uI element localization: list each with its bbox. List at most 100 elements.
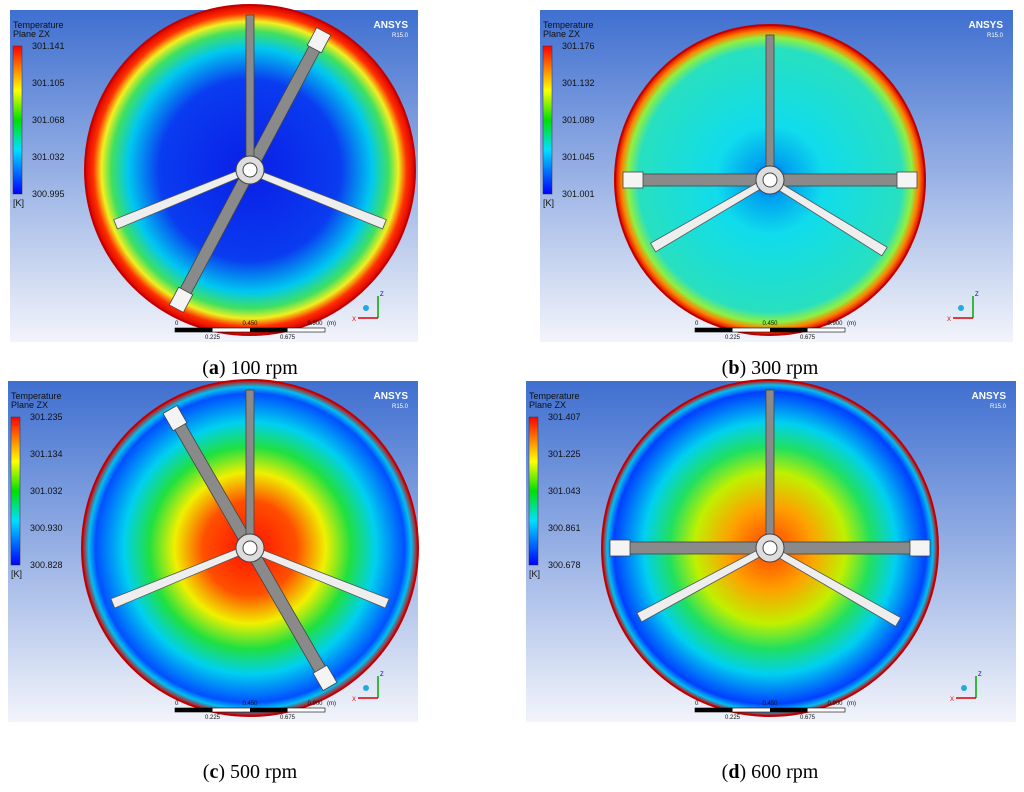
colorbar-label: 301.105 <box>32 78 65 88</box>
colorbar-unit: [K] <box>529 569 540 579</box>
shaft <box>245 389 255 539</box>
colorbar-label: 301.043 <box>548 486 581 496</box>
scale-label: (m) <box>327 321 336 327</box>
legend-plane: Plane ZX <box>543 29 580 39</box>
scale-label: 0.900 <box>827 701 843 707</box>
colorbar-label: 301.032 <box>32 152 65 162</box>
colorbar-label: 301.141 <box>32 41 65 51</box>
scale-bar-fill <box>250 328 288 332</box>
caption-text: ) 600 rpm <box>739 761 818 783</box>
axis-label: Z <box>380 672 384 678</box>
scale-label: 0.675 <box>800 335 816 341</box>
shaft <box>765 389 775 539</box>
impeller-blade <box>779 171 918 189</box>
scale-label: 0.900 <box>307 701 323 707</box>
blade-tip <box>622 171 644 189</box>
brand: ANSYS <box>972 391 1007 402</box>
scale-label: 0.675 <box>280 715 296 721</box>
blade-tip <box>168 286 194 313</box>
hub-inner <box>762 540 778 556</box>
colorbar <box>12 45 23 195</box>
scale-bar-fill <box>175 708 213 712</box>
scale-label: 0.225 <box>205 715 221 721</box>
colorbar <box>528 416 539 566</box>
version: R15.0 <box>987 33 1004 39</box>
caption-prefix: ( <box>722 761 729 783</box>
caption-letter: a <box>209 357 219 379</box>
axis-label: X <box>352 697 356 703</box>
blade-tip <box>162 404 188 432</box>
legend-title: Temperature <box>13 20 64 30</box>
impeller-blade <box>622 171 761 189</box>
impeller-blade <box>248 27 332 165</box>
colorbar <box>10 416 21 566</box>
axis-label: X <box>947 317 951 323</box>
caption-prefix: ( <box>203 761 210 783</box>
colorbar-label: 300.828 <box>30 560 63 570</box>
colorbar-label: 300.930 <box>30 523 63 533</box>
caption-letter: c <box>209 761 218 783</box>
colorbar-label: 301.032 <box>30 486 63 496</box>
colorbar-label: 301.068 <box>32 115 65 125</box>
legend-title: Temperature <box>543 20 594 30</box>
scale-label: (m) <box>847 321 856 327</box>
caption: (b) 300 rpm <box>722 357 819 379</box>
scale-label: 0.675 <box>280 335 296 341</box>
axis-label: Z <box>975 292 979 298</box>
shaft <box>765 34 775 171</box>
scale-bar-fill <box>695 708 733 712</box>
colorbar-label: 301.134 <box>30 449 63 459</box>
caption-prefix: ( <box>202 357 209 379</box>
scale-label: 0 <box>175 321 179 327</box>
legend-plane: Plane ZX <box>529 400 566 410</box>
scale-label: 0.450 <box>762 321 778 327</box>
brand: ANSYS <box>374 20 409 31</box>
axis-label: X <box>950 697 954 703</box>
impeller-blade <box>765 389 775 539</box>
colorbar-label: 300.678 <box>548 560 581 570</box>
caption-text: ) 100 rpm <box>219 357 298 379</box>
scale-label: 0.225 <box>725 335 741 341</box>
brand: ANSYS <box>374 391 409 402</box>
scale-label: 0.675 <box>800 715 816 721</box>
axis-origin <box>363 305 369 311</box>
blade-tip <box>896 171 918 189</box>
blade-arm <box>779 541 913 555</box>
scale-bar-fill <box>695 328 733 332</box>
colorbar-unit: [K] <box>543 198 554 208</box>
version: R15.0 <box>392 33 409 39</box>
blade-tip <box>312 664 338 692</box>
colorbar-label: 301.407 <box>548 412 581 422</box>
scale-label: (m) <box>327 701 336 707</box>
impeller-blade <box>245 14 255 161</box>
colorbar-label: 301.089 <box>562 115 595 125</box>
blade-tip <box>609 539 631 557</box>
colorbar-label: 301.045 <box>562 152 595 162</box>
axis-label: Z <box>978 672 982 678</box>
legend-title: Temperature <box>11 391 62 401</box>
colorbar-label: 301.235 <box>30 412 63 422</box>
legend-title: Temperature <box>529 391 580 401</box>
scale-label: 0 <box>175 701 179 707</box>
colorbar-label: 300.861 <box>548 523 581 533</box>
scale-label: 0.900 <box>827 321 843 327</box>
axis-label: Z <box>380 292 384 298</box>
scale-label: (m) <box>847 701 856 707</box>
axis-origin <box>958 305 964 311</box>
colorbar-label: 301.001 <box>562 189 595 199</box>
axis-origin <box>961 685 967 691</box>
caption-letter: b <box>728 357 739 379</box>
legend-plane: Plane ZX <box>13 29 50 39</box>
impeller-blade <box>609 539 761 557</box>
impeller-blade <box>245 389 255 539</box>
axis-origin <box>363 685 369 691</box>
colorbar-unit: [K] <box>13 198 24 208</box>
caption-prefix: ( <box>722 357 729 379</box>
scale-label: 0.225 <box>205 335 221 341</box>
scale-label: 0.900 <box>307 321 323 327</box>
impeller-blade <box>765 34 775 171</box>
colorbar-label: 300.995 <box>32 189 65 199</box>
caption: (d) 600 rpm <box>722 761 819 783</box>
